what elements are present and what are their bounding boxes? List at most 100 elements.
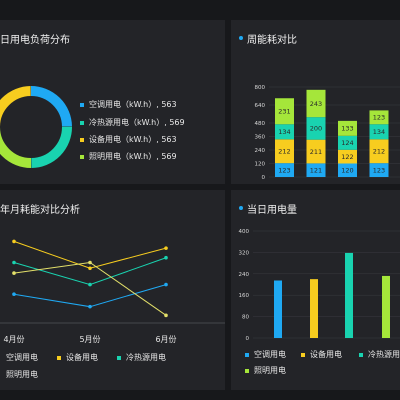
- daily-bar: [382, 275, 390, 338]
- stacked-bar-segment: [275, 163, 294, 177]
- series-line: [13, 284, 167, 308]
- legend-swatch: [117, 356, 121, 360]
- stacked-bar-segment: [275, 139, 294, 164]
- y-tick-label: 800: [255, 85, 266, 91]
- bar-value-label: 134: [278, 128, 290, 136]
- series-point: [164, 246, 168, 250]
- donut-slice: [0, 86, 31, 127]
- legend-label: 照明用电（kW.h）, 569: [89, 152, 177, 161]
- monthly-line-chart: 4月份 5月份 6月份: [0, 239, 225, 344]
- legend-label: 冷热源用电（kW.h）, 569: [89, 118, 185, 127]
- monthly-legend-item-lighting[interactable]: 照明用电: [6, 370, 38, 380]
- daily-bar: [310, 279, 318, 338]
- y-tick-label: 400: [239, 229, 250, 235]
- legend-label: 空调用电（kW.h）, 563: [89, 100, 177, 109]
- stacked-bar-segment: [338, 149, 357, 164]
- legend-label: 空调用电: [6, 353, 38, 362]
- monthly-legend-item-ac[interactable]: 空调用电: [6, 353, 38, 363]
- daily-usage-panel: 当日用电量 0 80 160 240 320 400 空调用电 设备用电 冷热源用电 照明…: [231, 190, 400, 390]
- y-tick-label: 120: [255, 162, 266, 168]
- legend-swatch: [57, 356, 61, 360]
- donut-slice: [0, 126, 32, 168]
- weekly-energy-title: 周能耗对比: [247, 35, 297, 46]
- bar-value-label: 120: [341, 167, 353, 175]
- legend-label: 冷热源用电: [126, 353, 166, 362]
- bar-value-label: 212: [373, 148, 385, 156]
- series-point: [88, 282, 92, 287]
- y-tick-label: 160: [239, 293, 250, 299]
- legend-label: 照明用电: [6, 370, 38, 379]
- bar-value-label: 123: [373, 166, 385, 174]
- x-tick-label: 5月份: [79, 334, 100, 344]
- bar-value-label: 124: [341, 139, 353, 147]
- y-tick-label: 240: [255, 148, 266, 154]
- y-tick-label: 240: [239, 272, 250, 278]
- monthly-comparison-title: 年月耗能对比分析: [0, 205, 80, 216]
- legend-swatch: [80, 138, 84, 142]
- load-legend: 空调用电（kW.h）, 563 冷热源用电（kW.h）, 569 设备用电（kW…: [80, 100, 220, 180]
- title-dot-icon: [239, 206, 243, 210]
- title-dot-icon: [239, 36, 243, 40]
- stacked-bar-segment: [369, 139, 389, 164]
- stacked-bar-segment: [306, 89, 326, 118]
- bar-value-label: 123: [373, 114, 385, 122]
- daily-legend: 空调用电 设备用电 冷热源用电 照明用电: [231, 350, 400, 385]
- legend-label: 照明用电: [254, 366, 286, 375]
- y-tick-label: 360: [255, 135, 266, 141]
- daily-bar: [274, 280, 282, 338]
- bar-value-label: 133: [341, 125, 353, 133]
- series-point: [88, 304, 92, 309]
- load-donut-chart: [0, 86, 72, 168]
- load-distribution-title: 日用电负荷分布: [0, 35, 70, 46]
- series-point: [88, 260, 92, 265]
- donut-slice: [31, 126, 72, 168]
- donut-slice: [30, 86, 72, 127]
- daily-bar: [345, 252, 353, 338]
- weekly-energy-panel: 周能耗对比 0120240360480640800123212134231周一1…: [231, 20, 400, 184]
- legend-label: 设备用电: [310, 350, 342, 359]
- x-tick-label: 6月份: [155, 334, 176, 344]
- bar-value-label: 122: [341, 153, 353, 161]
- legend-label: 冷热源用电: [368, 350, 400, 359]
- stacked-bar-segment: [306, 163, 326, 177]
- series-point: [12, 271, 16, 275]
- legend-swatch: [80, 155, 84, 159]
- y-tick-label: 80: [242, 315, 249, 321]
- stacked-bar-segment: [306, 117, 326, 140]
- stacked-bar-segment: [369, 163, 389, 177]
- weekly-stacked-bar-chart: 0120240360480640800123212134231周一1212112…: [255, 85, 400, 181]
- y-tick-label: 320: [239, 250, 250, 256]
- stacked-bar-segment: [369, 124, 389, 140]
- stacked-bar-segment: [275, 98, 294, 125]
- stacked-bar-segment: [306, 139, 326, 164]
- legend-label: 设备用电: [66, 353, 98, 362]
- bar-value-label: 200: [310, 125, 322, 133]
- monthly-comparison-panel: 年月耗能对比分析 4月份 5月份 6月份 空调用电 设备用电 冷热源用电 照明用电: [0, 190, 225, 390]
- bar-chart-icon: [245, 369, 249, 373]
- y-tick-label: 0: [246, 336, 250, 342]
- load-distribution-panel: 日用电负荷分布 空调用电（kW.h）, 563 冷热源用电（kW.h）, 569…: [0, 20, 225, 184]
- bar-chart-icon: [359, 353, 363, 357]
- stacked-bar-segment: [275, 124, 294, 140]
- bar-value-label: 134: [373, 128, 385, 136]
- bar-value-label: 121: [310, 166, 322, 174]
- y-tick-label: 480: [255, 121, 266, 127]
- x-tick-label: 4月份: [3, 334, 24, 344]
- daily-bar-chart: 0 80 160 240 320 400: [239, 229, 400, 342]
- series-point: [12, 239, 16, 244]
- series-point: [164, 255, 168, 260]
- bar-chart-icon: [301, 353, 305, 357]
- bar-value-label: 123: [278, 166, 290, 174]
- stacked-bar-segment: [338, 120, 357, 136]
- series-point: [164, 313, 168, 318]
- bar-value-label: 243: [310, 100, 322, 108]
- bar-chart-icon: [245, 353, 249, 357]
- bar-value-label: 212: [278, 148, 290, 156]
- stacked-bar-segment: [338, 163, 357, 177]
- bar-value-label: 211: [310, 148, 322, 156]
- monthly-legend: 空调用电 设备用电 冷热源用电 照明用电: [0, 353, 225, 388]
- legend-swatch: [80, 103, 84, 107]
- stacked-bar-segment: [369, 110, 389, 125]
- daily-usage-title: 当日用电量: [247, 205, 297, 216]
- y-tick-label: 640: [255, 103, 266, 109]
